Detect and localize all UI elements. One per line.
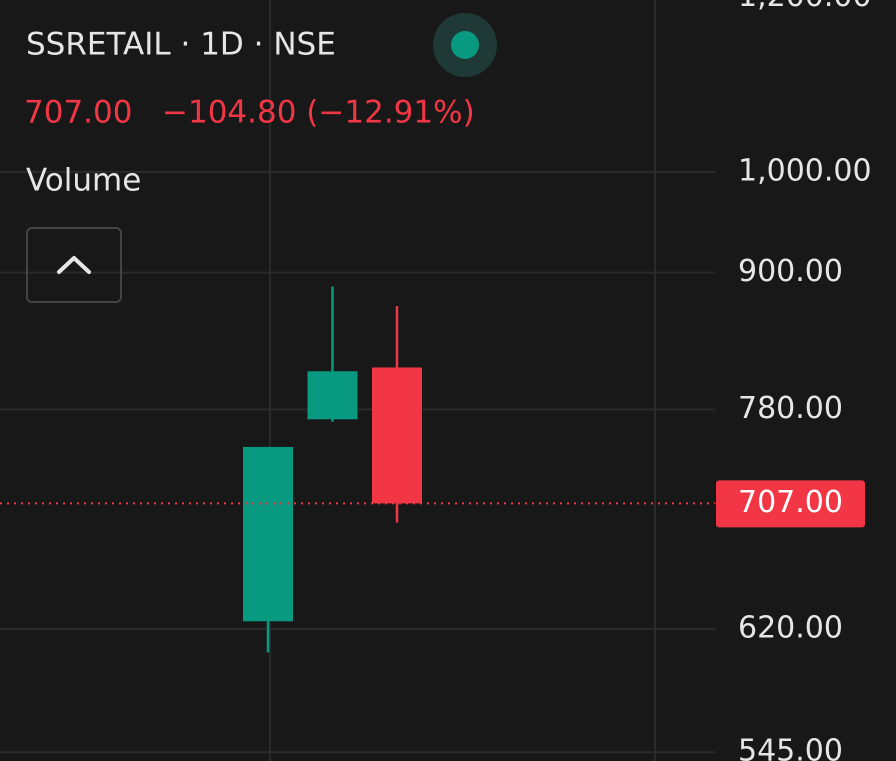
candle-body: [307, 371, 358, 420]
y-tick-label: 620.00: [738, 610, 843, 645]
candle-body: [243, 446, 293, 622]
y-tick-label: 545.00: [738, 734, 843, 761]
candle-body: [372, 367, 422, 504]
last-price-label: 707.00: [738, 485, 843, 520]
y-tick-label: 900.00: [738, 254, 843, 289]
grid: [0, 170, 715, 754]
price: 707.00: [24, 95, 132, 131]
status-dot: [451, 31, 479, 59]
pane-label: Volume: [26, 163, 141, 199]
y-tick-label: 1,000.00: [738, 153, 872, 188]
symbol: SSRETAIL · 1D · NSE: [26, 27, 336, 63]
candles: [243, 286, 422, 653]
y-tick-label: 780.00: [738, 391, 843, 426]
collapse-button[interactable]: [26, 227, 122, 303]
last-price-box: [716, 480, 865, 528]
chevron-icon: [57, 256, 91, 274]
change: −104.80 (−12.91%): [162, 95, 475, 131]
y-tick-label: 1,200.00: [738, 0, 872, 14]
